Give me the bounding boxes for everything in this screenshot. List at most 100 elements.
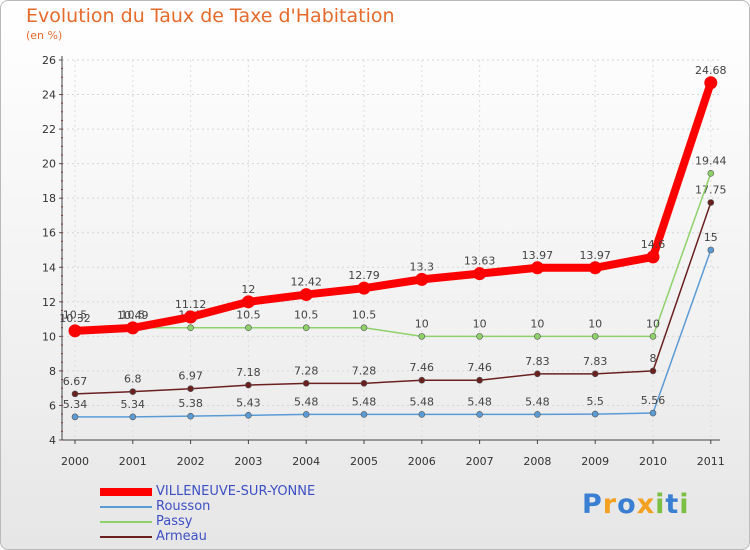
data-label: 5.38 — [178, 397, 203, 410]
series-line — [74, 202, 712, 395]
data-point — [707, 246, 715, 254]
data-point — [704, 76, 718, 90]
series-line — [75, 173, 712, 338]
data-point — [187, 412, 194, 420]
data-label: 11.12 — [175, 298, 207, 311]
data-point — [245, 411, 252, 419]
y-tick-label: 24 — [42, 89, 56, 102]
data-label: 12 — [241, 283, 255, 296]
data-label: 7.18 — [236, 366, 261, 379]
data-label: 13.97 — [522, 249, 554, 262]
data-point — [646, 250, 660, 264]
x-tick-label: 2003 — [234, 455, 262, 468]
data-label: 7.83 — [583, 355, 608, 368]
proxiti-logo: Proxiti — [582, 489, 690, 520]
data-label: 7.46 — [467, 361, 492, 374]
x-tick-label: 2009 — [581, 455, 609, 468]
data-label: 10 — [646, 317, 660, 330]
data-point — [476, 376, 483, 384]
data-point — [418, 333, 426, 340]
x-tick-label: 2011 — [697, 455, 725, 468]
x-tick-label: 2007 — [466, 455, 494, 468]
data-label: 10 — [473, 317, 487, 330]
y-tick-label: 8 — [49, 365, 56, 378]
data-label: 5.56 — [641, 394, 666, 407]
chart-subtitle: (en %) — [26, 29, 63, 42]
data-label: 7.28 — [294, 364, 319, 377]
series-line — [74, 81, 715, 335]
data-label: 5.48 — [410, 395, 435, 408]
y-tick-label: 26 — [42, 54, 56, 67]
chart-title: Evolution du Taux de Taxe d'Habitation — [26, 5, 395, 27]
data-point — [530, 261, 544, 275]
data-label: 19.44 — [695, 154, 727, 167]
data-point — [357, 281, 371, 295]
data-label: 5.34 — [63, 398, 88, 411]
y-tick-label: 22 — [42, 123, 56, 136]
legend-label: Rousson — [156, 499, 211, 514]
data-point — [302, 411, 310, 418]
y-tick-label: 18 — [42, 192, 56, 205]
data-point — [187, 324, 194, 332]
logo-letter: r — [602, 489, 618, 520]
data-label: 10.5 — [352, 309, 377, 322]
y-tick-label: 12 — [42, 296, 56, 309]
data-label: 12.42 — [290, 276, 322, 289]
data-point — [534, 333, 541, 340]
logo-letter: i — [679, 489, 690, 520]
data-label: 13.97 — [579, 249, 611, 262]
x-tick-label: 2008 — [523, 455, 551, 468]
data-label: 5.48 — [352, 395, 377, 408]
y-tick-label: 14 — [42, 261, 56, 274]
data-point — [591, 410, 599, 418]
x-tick-label: 2004 — [292, 455, 320, 468]
data-point — [591, 370, 599, 378]
legend-label: Armeau — [156, 529, 207, 544]
data-point — [360, 324, 368, 332]
logo-letter: o — [617, 489, 637, 520]
data-label: 7.46 — [410, 361, 435, 374]
data-point — [129, 388, 137, 395]
data-point — [473, 267, 487, 281]
data-label: 24.68 — [695, 64, 727, 77]
y-tick-label: 6 — [49, 399, 56, 412]
data-point — [245, 381, 252, 389]
data-label: 10.32 — [59, 312, 91, 325]
data-label: 10.5 — [121, 309, 146, 322]
data-label: 8 — [650, 352, 657, 365]
logo-letter: P — [582, 489, 603, 520]
series-line — [75, 249, 712, 418]
legend-swatch — [100, 521, 152, 523]
data-point — [534, 370, 541, 378]
data-label: 5.48 — [525, 395, 550, 408]
data-point — [184, 310, 198, 324]
data-point — [68, 324, 82, 338]
data-point — [241, 295, 255, 309]
x-tick-label: 2010 — [639, 455, 667, 468]
logo-letter: i — [655, 489, 666, 520]
legend-label: VILLENEUVE-SUR-YONNE — [156, 484, 316, 499]
data-point — [534, 411, 541, 418]
data-label: 6.67 — [63, 375, 88, 388]
data-label: 7.83 — [525, 355, 550, 368]
data-label: 10.5 — [236, 309, 261, 322]
data-label: 15 — [704, 231, 718, 244]
data-label: 10.49 — [117, 309, 149, 322]
data-label: 10 — [415, 317, 429, 330]
data-point — [418, 411, 426, 418]
data-label: 10.5 — [63, 309, 88, 322]
data-label: 5.43 — [236, 396, 261, 409]
data-label: 6.8 — [124, 373, 142, 386]
data-point — [129, 413, 137, 421]
data-point — [418, 376, 426, 384]
data-point — [126, 321, 140, 335]
data-label: 10.5 — [294, 309, 319, 322]
data-point — [302, 324, 310, 332]
x-tick-label: 2000 — [61, 455, 89, 468]
data-label: 5.5 — [586, 395, 604, 408]
data-point — [649, 333, 657, 340]
data-label: 7.28 — [352, 364, 377, 377]
data-point — [299, 288, 313, 302]
